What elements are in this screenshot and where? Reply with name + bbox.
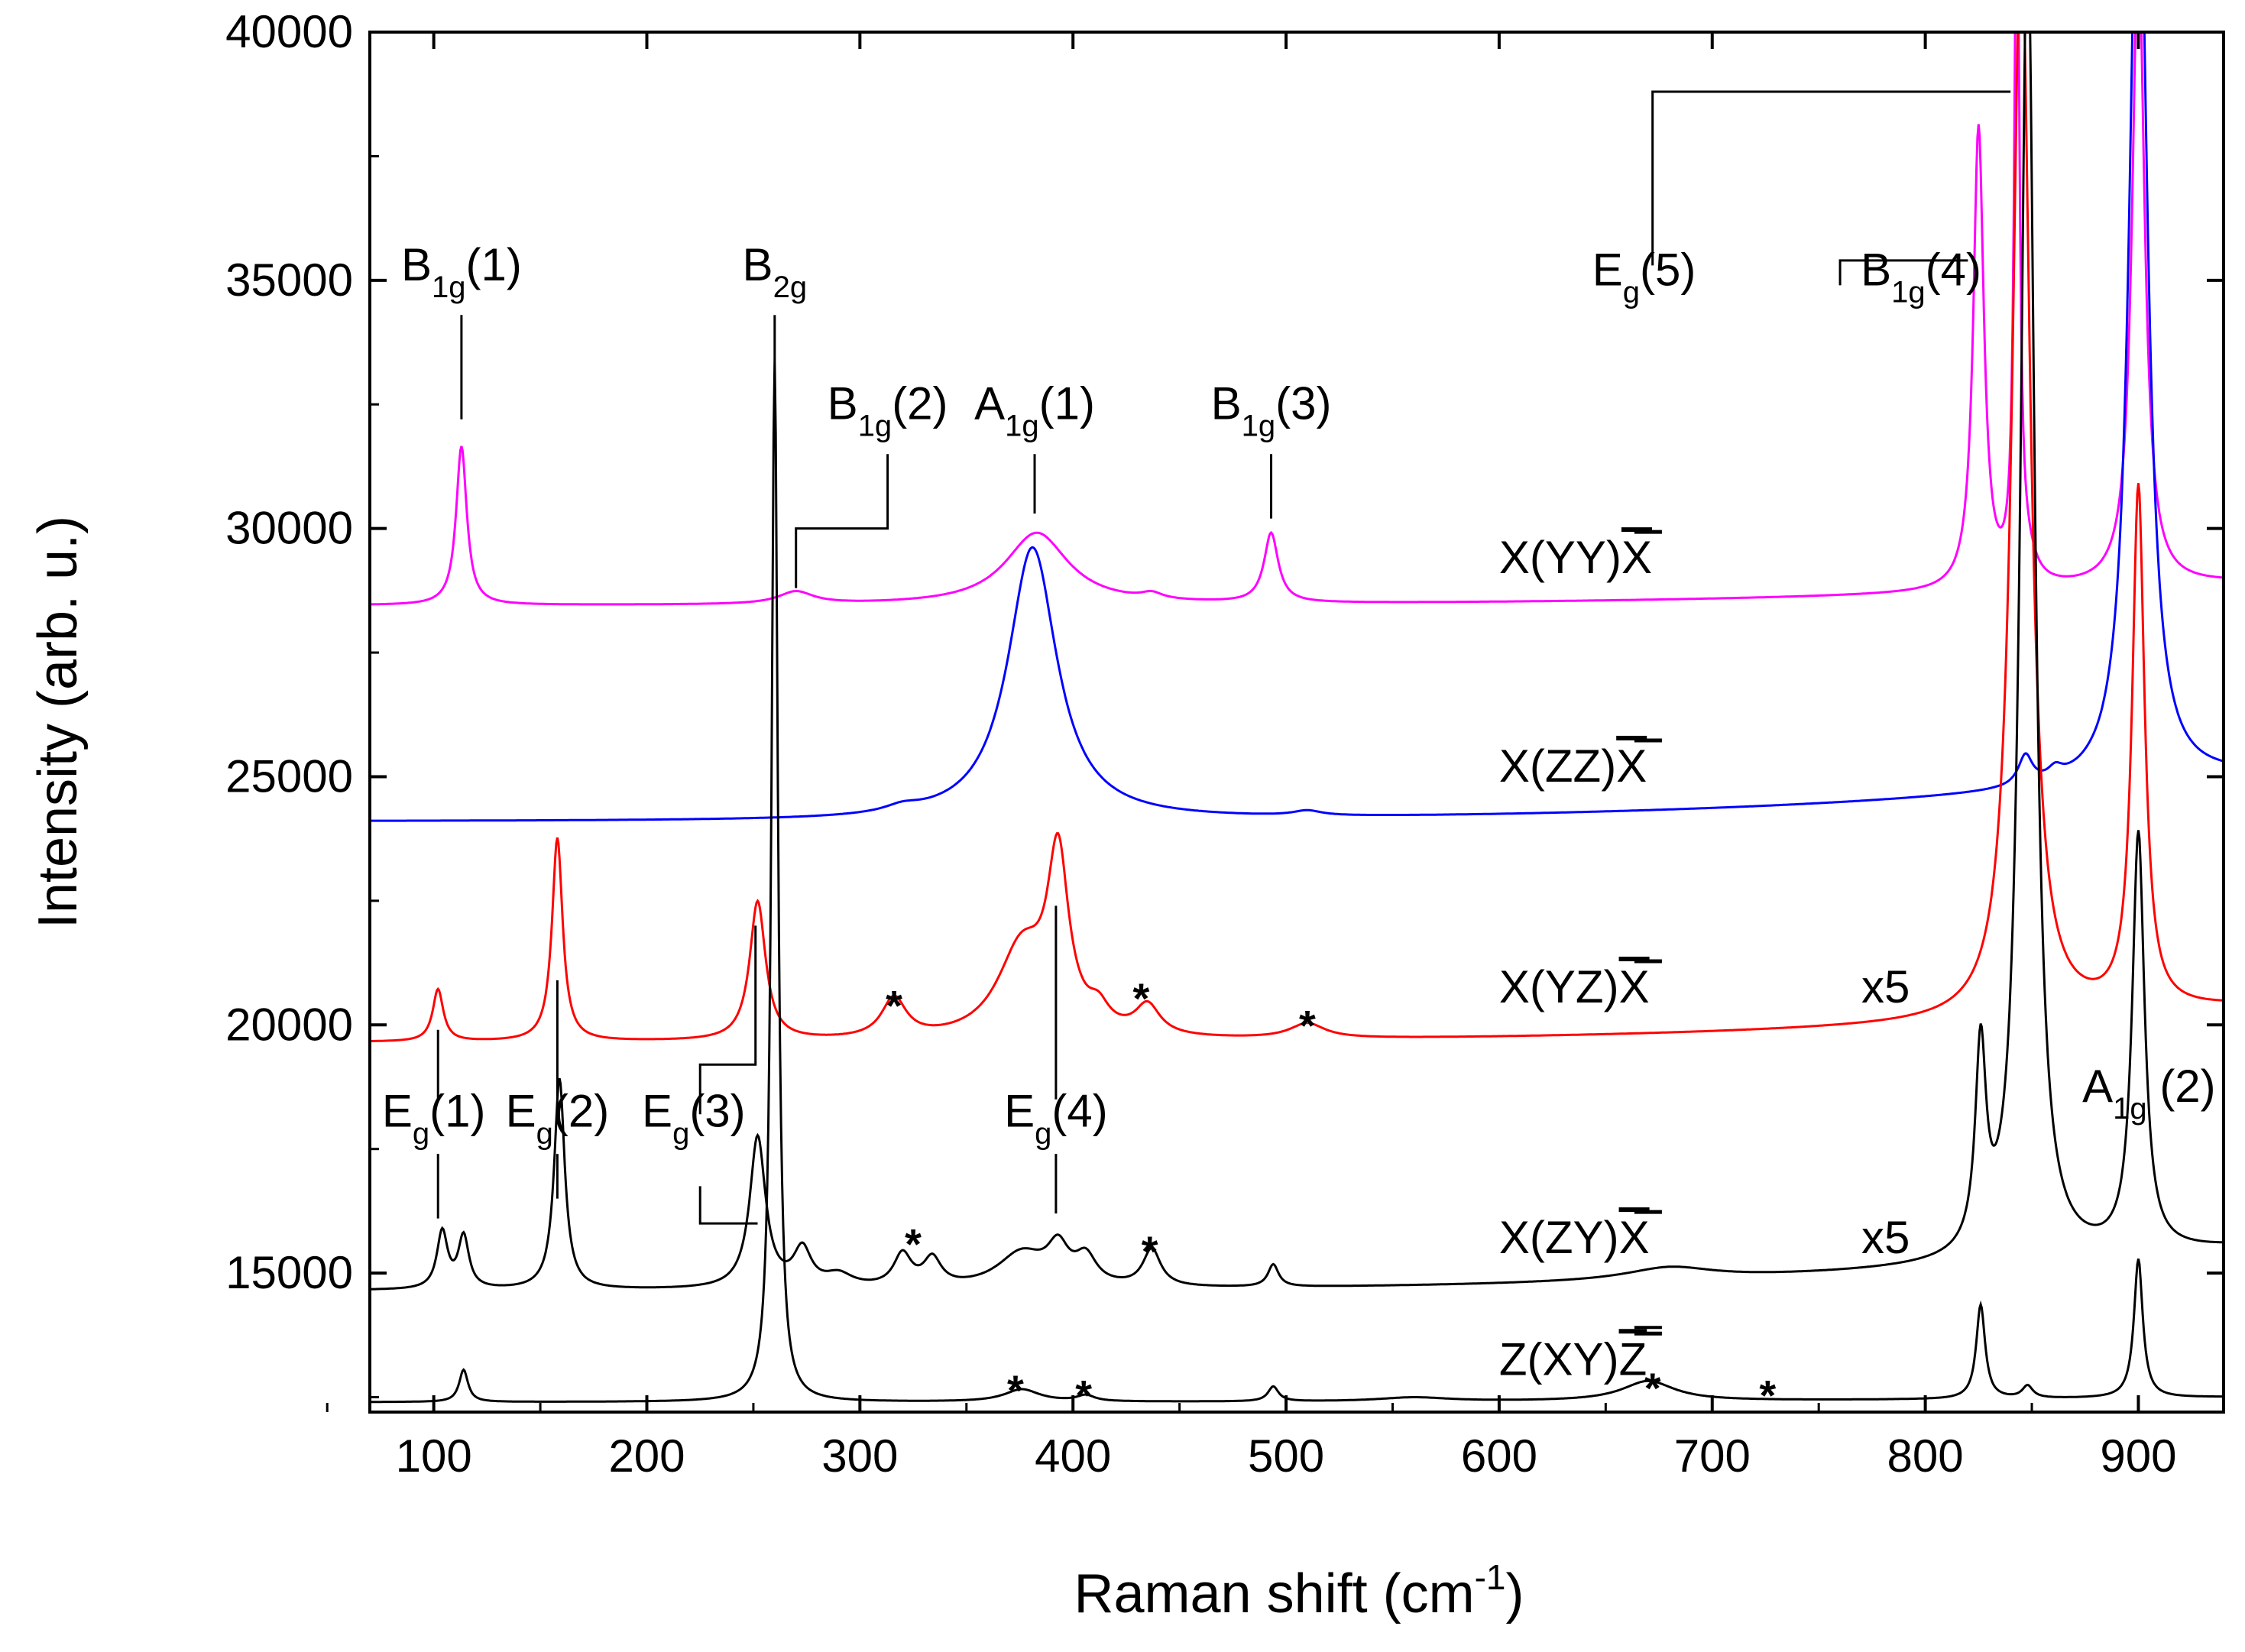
x-axis-title: Raman shift (cm-1) — [1074, 1557, 1524, 1624]
asterisk-7: * — [1075, 1372, 1092, 1420]
leader-eg3-upper — [698, 925, 757, 1115]
asterisk-9: * — [1759, 1372, 1776, 1420]
annotation-layer: B1g(1) B2g B1g(2) A1g(1) B1g(3) Eg(5) B1g(4) Eg… — [382, 90, 2216, 1420]
x-tick-label: 700 — [1674, 1430, 1751, 1482]
mode-label-eg4: Eg(4) — [1004, 1085, 1108, 1150]
mode-label-b1g1: B1g(1) — [401, 239, 522, 304]
x-tick-label: 600 — [1461, 1430, 1537, 1482]
mode-label-a1g2: A1g (2) — [2082, 1061, 2216, 1126]
leader-eg5 — [1651, 90, 2011, 266]
y-tick-label: 20000 — [225, 999, 353, 1050]
mode-label-a1g1: A1g(1) — [974, 378, 1095, 443]
axis-layer: 100 200 300 400 500 600 700 800 900 15000 20000 250… — [225, 6, 2224, 1482]
asterisk-1: * — [886, 982, 902, 1030]
x-tick-label: 200 — [608, 1430, 685, 1482]
x-axis-title-end: ) — [1506, 1563, 1524, 1624]
y-tick-label: 25000 — [225, 750, 353, 802]
asterisk-3: * — [1299, 1002, 1316, 1050]
x-axis-title-main: Raman shift (cm — [1074, 1563, 1475, 1624]
asterisk-2: * — [1133, 974, 1150, 1022]
y-tick-label: 35000 — [225, 254, 353, 306]
mode-label-eg5: Eg(5) — [1592, 244, 1696, 309]
polarization-label-5: Z(XY)Z — [1499, 1333, 1647, 1385]
plot-frame — [368, 31, 2225, 1414]
series-line-1 — [370, 32, 2224, 606]
asterisk-8: * — [1644, 1364, 1661, 1412]
asterisk-5: * — [1142, 1227, 1158, 1275]
x-tick-label: 300 — [821, 1430, 898, 1482]
asterisk-4: * — [905, 1220, 922, 1268]
polarization-label-2: X(ZZ)X — [1499, 740, 1647, 792]
mode-label-b2g: B2g — [743, 239, 808, 304]
series-line-5 — [370, 359, 2224, 1404]
mode-label-b1g4: B1g(4) — [1861, 244, 1981, 309]
y-axis-title: Intensity (arb. u.) — [28, 516, 89, 928]
polarization-label-3: X(YZ)X — [1499, 961, 1650, 1012]
asterisk-6: * — [1007, 1366, 1024, 1414]
series-layer — [370, 32, 2224, 1404]
mode-label-b1g2: B1g(2) — [828, 378, 948, 443]
series-line-3 — [370, 32, 2224, 1042]
x-tick-label: 800 — [1887, 1430, 1964, 1482]
mode-label-eg1: Eg(1) — [382, 1085, 486, 1150]
multiplier-label-1: x5 — [1861, 961, 1910, 1012]
leader-b1g4 — [1838, 259, 1968, 286]
leader-eg3-lower — [698, 1186, 758, 1225]
polarization-label-4: X(ZY)X — [1499, 1212, 1650, 1263]
multiplier-label-2: x5 — [1861, 1212, 1910, 1263]
x-tick-label: 500 — [1248, 1430, 1324, 1482]
x-tick-label: 400 — [1035, 1430, 1111, 1482]
series-line-2 — [370, 32, 2224, 822]
leader-b1g2 — [795, 454, 889, 588]
polarization-label-1: X(YY)X — [1499, 532, 1652, 583]
y-tick-label: 15000 — [225, 1247, 353, 1298]
series-line-4 — [370, 32, 2224, 1291]
x-tick-label: 900 — [2100, 1430, 2176, 1482]
x-tick-label: 100 — [396, 1430, 472, 1482]
mode-label-b1g3: B1g(3) — [1211, 378, 1332, 443]
y-tick-label: 30000 — [225, 503, 353, 554]
mode-label-eg3: Eg(3) — [642, 1085, 746, 1150]
y-tick-label: 40000 — [225, 6, 353, 57]
x-axis-title-sup: -1 — [1475, 1557, 1506, 1597]
mode-label-eg2: Eg(2) — [506, 1085, 610, 1150]
